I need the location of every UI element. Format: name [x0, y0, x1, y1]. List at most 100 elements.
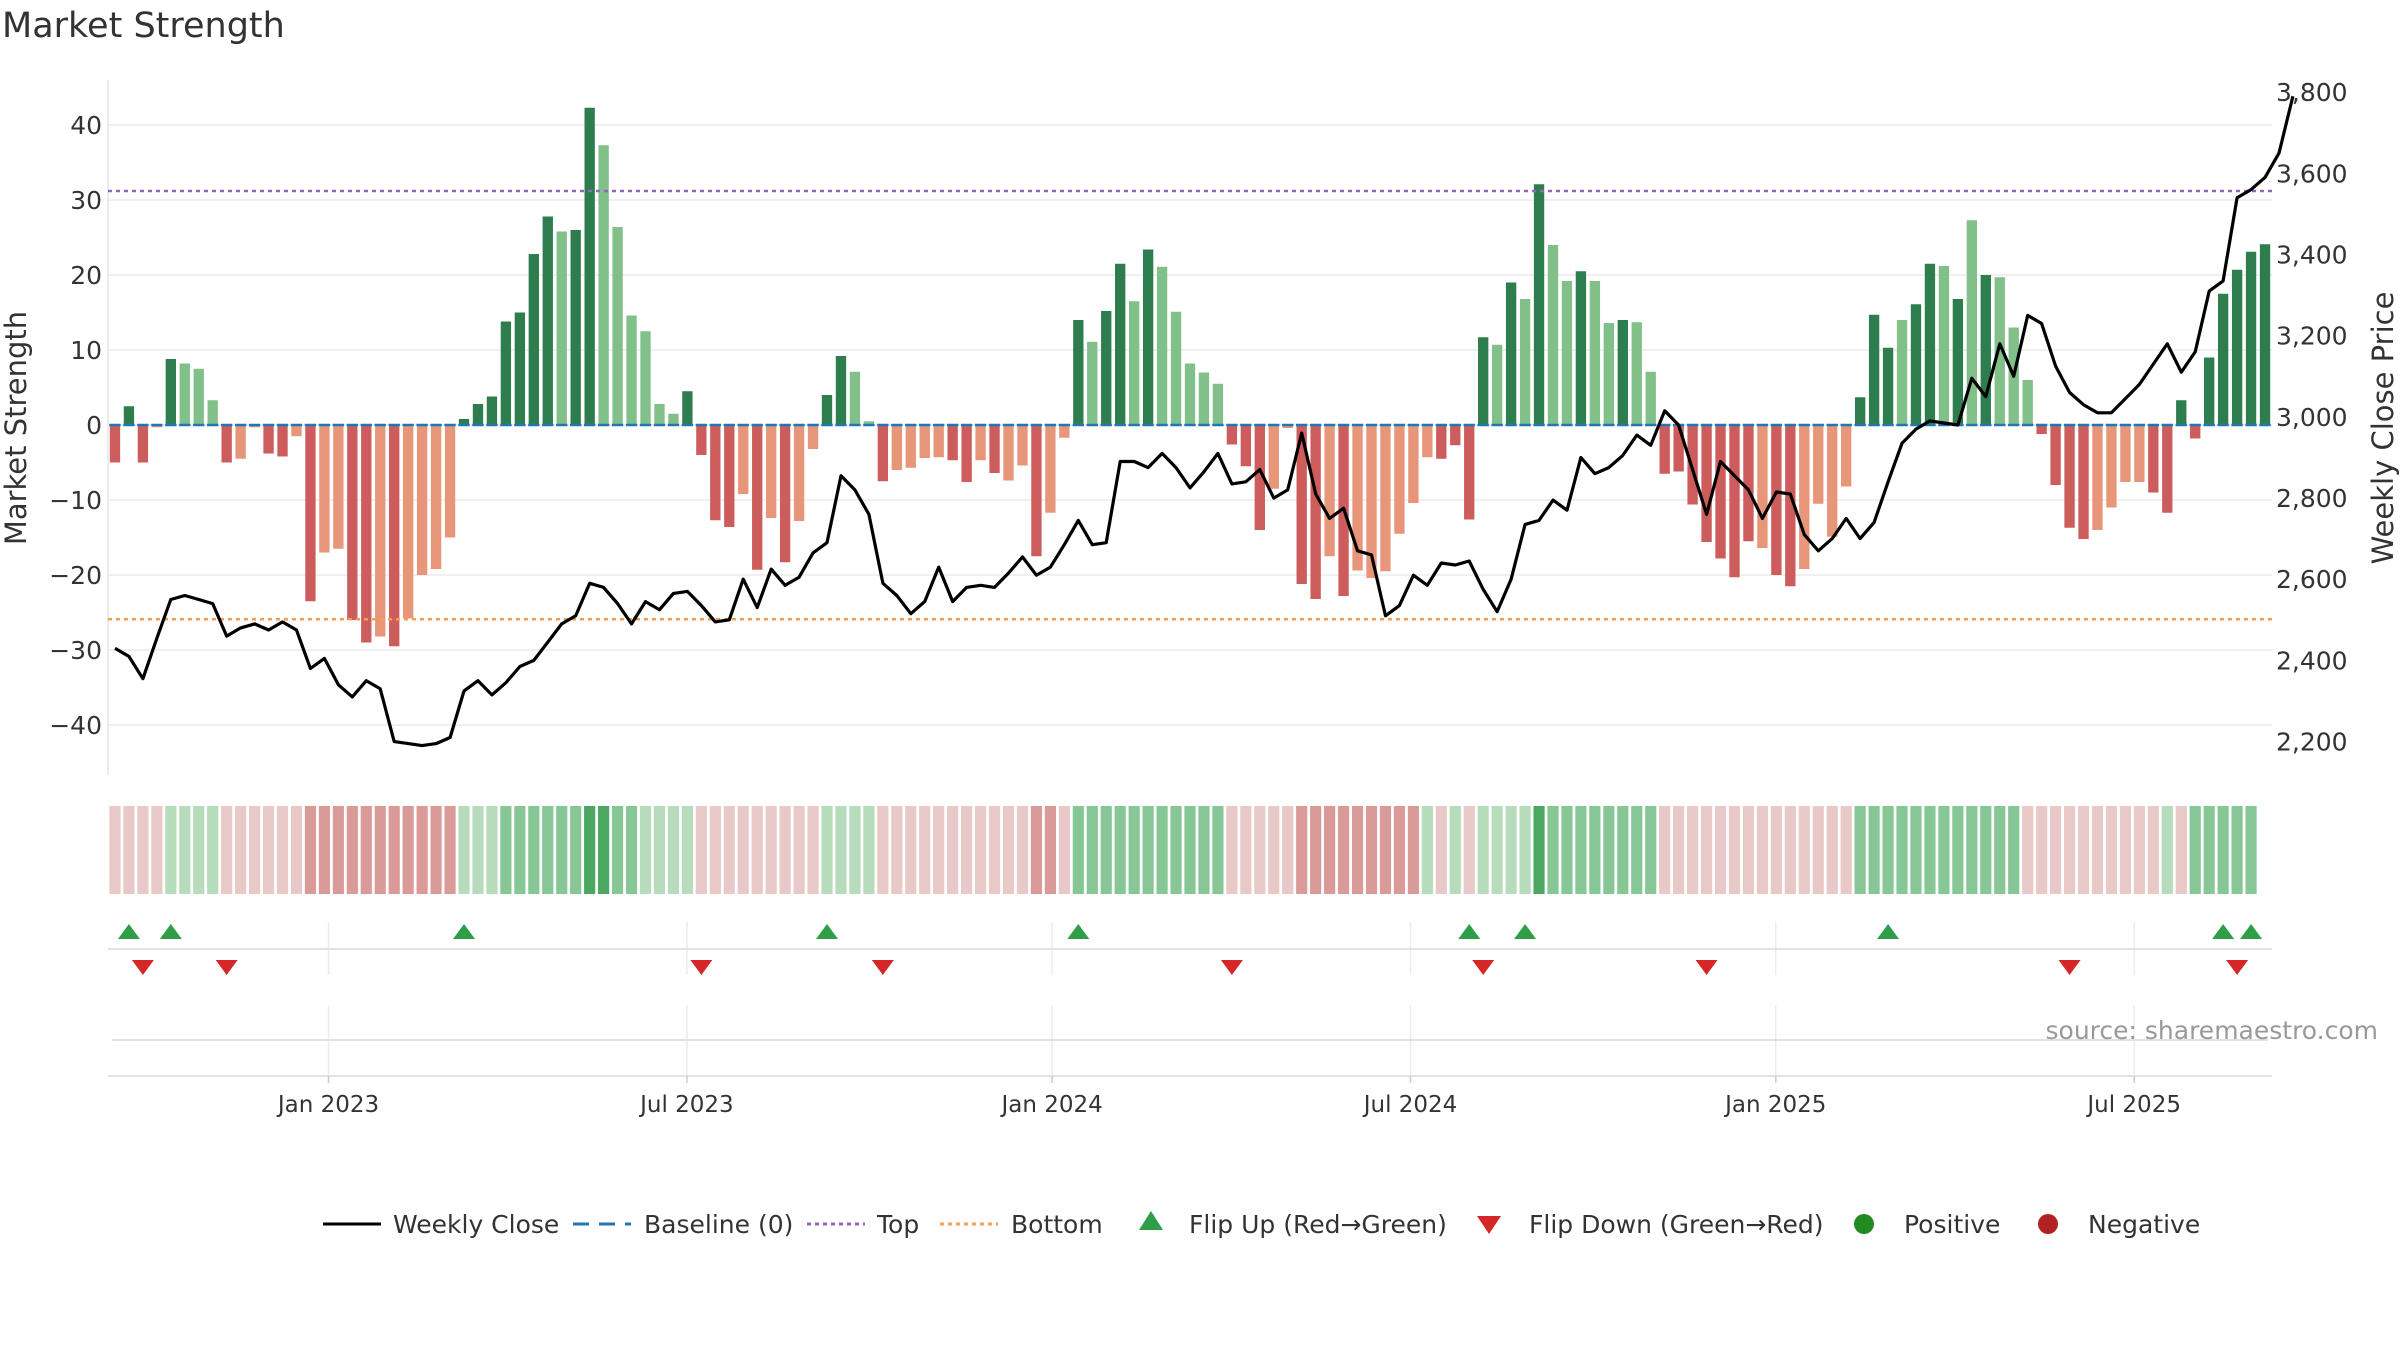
state-cell	[2105, 806, 2118, 894]
state-cell	[2119, 806, 2131, 894]
state-cell	[1254, 806, 1266, 894]
strength-bar	[2120, 425, 2131, 482]
lower-panel	[112, 1005, 2268, 1075]
state-cell	[584, 806, 596, 894]
strength-bar	[975, 425, 986, 461]
left-tick-label: 20	[70, 261, 102, 290]
flip-down-marker	[2058, 960, 2081, 975]
state-cell	[109, 806, 121, 894]
strength-bar	[1896, 320, 1908, 425]
state-cell	[430, 806, 442, 894]
state-cell	[2161, 806, 2173, 894]
state-cell	[416, 806, 428, 894]
state-cell	[388, 806, 400, 894]
left-tick-label: 40	[70, 111, 102, 140]
legend-label: Flip Down (Green→Red)	[1529, 1210, 1824, 1239]
state-cell	[1742, 806, 1755, 894]
strength-bar	[1827, 425, 1838, 537]
strength-bar	[807, 425, 819, 449]
strength-bar	[430, 425, 442, 569]
strength-bar	[1519, 299, 1531, 425]
strength-bar	[2204, 357, 2215, 425]
state-cell	[612, 806, 624, 894]
state-cell	[919, 806, 931, 894]
strength-bar	[1128, 301, 1140, 425]
state-cell	[1966, 806, 1978, 894]
strength-bar	[1156, 266, 1168, 425]
state-cell	[1100, 806, 1112, 894]
legend-item-top: Top	[807, 1210, 919, 1239]
state-cell	[1491, 806, 1503, 894]
strength-bar	[207, 400, 218, 425]
strength-bar	[2148, 425, 2159, 493]
state-cell	[2008, 806, 2020, 894]
strength-bar	[1757, 425, 1768, 548]
state-cell	[123, 806, 135, 894]
strength-bar	[1296, 425, 1307, 584]
state-cell	[346, 806, 358, 894]
state-cell	[1337, 806, 1350, 894]
state-cell	[374, 806, 386, 894]
state-cell	[2022, 806, 2034, 894]
strength-bar	[1268, 425, 1279, 489]
state-cell	[262, 806, 275, 894]
state-cell	[1156, 806, 1168, 894]
strength-bar	[221, 425, 232, 463]
strength-bar	[849, 371, 861, 425]
strength-bar	[486, 396, 498, 425]
legend-item-baseline: Baseline (0)	[573, 1210, 793, 1239]
x-tick-label: Jan 2024	[1000, 1092, 1103, 1118]
strength-bar	[1952, 299, 1964, 425]
strength-bar	[389, 425, 400, 647]
legend-label: Weekly Close	[393, 1210, 559, 1239]
strength-bar	[696, 425, 707, 455]
state-cell	[751, 806, 763, 894]
state-cell	[639, 806, 652, 894]
state-cell	[1700, 806, 1713, 894]
state-cell	[625, 806, 638, 894]
flip-up-marker	[1067, 924, 1090, 939]
legend-label: Flip Up (Red→Green)	[1189, 1210, 1447, 1239]
strength-bar	[2231, 269, 2243, 425]
strength-bar	[570, 230, 581, 425]
right-tick-label: 2,800	[2276, 484, 2348, 513]
state-cell	[2203, 806, 2215, 894]
strength-bar	[1799, 425, 1810, 569]
strength-bar	[1059, 425, 1070, 438]
state-cell	[1072, 806, 1084, 894]
strength-bar	[1366, 425, 1377, 578]
state-cell	[821, 806, 833, 894]
strength-bar	[1198, 372, 1210, 425]
strength-bar	[793, 425, 805, 521]
strength-bar	[1031, 425, 1042, 557]
state-cell	[1714, 806, 1727, 894]
strength-bar	[626, 315, 637, 425]
strength-bar	[1589, 281, 1601, 425]
strength-bar	[1450, 425, 1461, 446]
right-tick-label: 2,400	[2276, 646, 2348, 675]
legend-label: Baseline (0)	[644, 1210, 793, 1239]
strength-bar	[1631, 322, 1642, 425]
left-tick-label: 30	[70, 186, 102, 215]
left-tick-label: −40	[49, 711, 102, 740]
strength-bar	[1101, 311, 1112, 425]
strength-bar	[1701, 425, 1712, 542]
state-cell	[304, 806, 317, 894]
strength-bar	[347, 425, 358, 620]
strength-bar	[738, 425, 749, 494]
flip-down-marker	[131, 960, 154, 975]
strength-bar	[1729, 425, 1740, 578]
state-cell	[1938, 806, 1950, 894]
flip-up-marker	[159, 924, 182, 939]
strength-bar	[919, 425, 930, 458]
state-cell	[1687, 806, 1699, 894]
state-cell	[1226, 806, 1238, 894]
strength-bar	[1882, 347, 1894, 425]
strength-bar	[514, 312, 526, 425]
flip-markers-panel	[108, 922, 2272, 975]
strength-bar	[1170, 311, 1182, 425]
state-cell	[1994, 806, 2006, 894]
state-cell	[1282, 806, 1294, 894]
state-cell	[1128, 806, 1140, 894]
